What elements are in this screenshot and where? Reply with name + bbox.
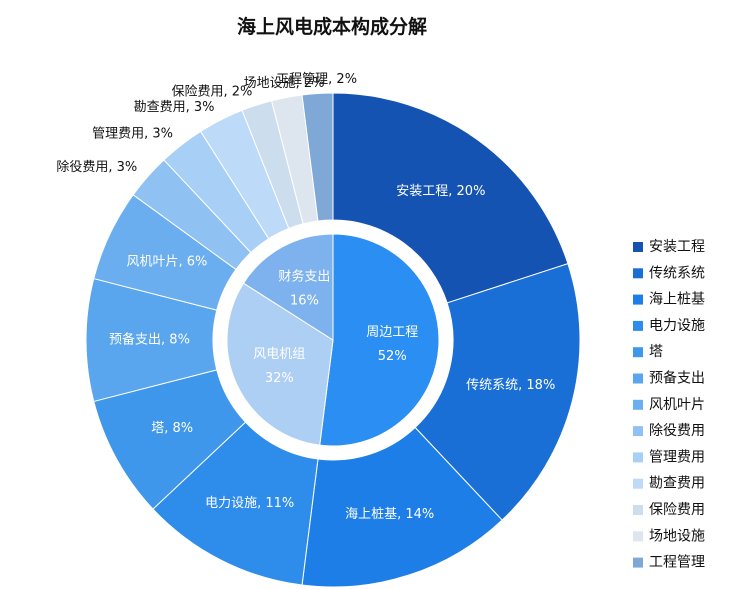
outer-slice: [332, 92, 569, 304]
outer-slice: [301, 426, 503, 588]
legend-label: 保险费用: [649, 502, 705, 518]
outer-slice-label: 工程管理, 2%: [276, 72, 357, 87]
legend-swatch: [633, 320, 643, 331]
legend-label: 电力设施: [649, 318, 705, 334]
outer-slice-label: 场地设施, 2%: [244, 76, 325, 91]
legend-label: 预备支出: [649, 370, 705, 387]
legend-swatch: [633, 426, 643, 437]
inner-slice-percent: 52%: [378, 349, 407, 364]
inner-ring: [226, 233, 440, 447]
inner-data-labels: 周边工程 52% 风电机组 32% 财务支出 16%: [253, 268, 418, 385]
outer-slice-label: 管理费用, 3%: [92, 126, 173, 141]
outer-slice-label: 勘查费用, 3%: [134, 100, 215, 115]
outer-data-labels: 安装工程, 20% 传统系统, 18% 海上桩基, 14% 电力设施, 11% 塔, 8…: [56, 72, 555, 522]
legend-swatch: [633, 478, 643, 489]
inner-slice-label: 财务支出: [278, 268, 330, 284]
legend-swatch: [633, 399, 643, 410]
inner-slice-percent: 32%: [265, 371, 294, 386]
legend-label: 管理费用: [649, 449, 705, 465]
outer-slice: [301, 92, 334, 222]
outer-slice-label: 塔, 8%: [151, 421, 193, 436]
legend-label: 安装工程: [649, 239, 705, 255]
legend-label: 海上桩基: [649, 291, 705, 308]
legend-swatch: [633, 347, 643, 358]
outer-slice-label: 除役费用, 3%: [56, 160, 137, 175]
legend-swatch: [633, 268, 643, 279]
legend-label: 传统系统: [649, 265, 705, 281]
outer-slice-label: 海上桩基, 14%: [345, 507, 434, 522]
legend-swatch: [633, 452, 643, 463]
legend-label: 工程管理: [649, 555, 705, 571]
legend-swatch: [633, 505, 643, 515]
legend-label: 除役费用: [649, 423, 705, 439]
inner-slice-label: 风电机组: [253, 347, 305, 362]
legend-label: 勘查费用: [649, 476, 705, 492]
inner-slice-label: 周边工程: [366, 325, 418, 340]
outer-slice-label: 风机叶片, 6%: [127, 254, 208, 269]
outer-slice-label: 预备支出, 8%: [109, 332, 190, 348]
inner-slice: [242, 233, 334, 341]
inner-slice: [319, 233, 440, 447]
legend: 安装工程传统系统海上桩基电力设施塔预备支出风机叶片除役费用管理费用勘查费用保险费…: [633, 239, 705, 571]
legend-swatch: [633, 294, 643, 305]
legend-swatch: [633, 242, 643, 252]
outer-slice-label: 电力设施, 11%: [205, 496, 294, 511]
legend-label: 场地设施: [649, 528, 705, 544]
outer-ring: [85, 92, 581, 588]
inner-slice-percent: 16%: [290, 293, 319, 308]
outer-slice-label: 保险费用, 2%: [171, 84, 252, 99]
chart-title: 海上风电成本构成分解: [237, 15, 427, 38]
legend-swatch: [633, 557, 643, 568]
legend-label: 风机叶片: [649, 397, 705, 413]
legend-label: 塔: [649, 344, 663, 360]
outer-slice: [414, 263, 581, 521]
outer-slice-label: 传统系统, 18%: [466, 378, 555, 393]
legend-swatch: [633, 531, 643, 542]
legend-swatch: [633, 373, 643, 384]
outer-slice-label: 安装工程, 20%: [396, 184, 485, 199]
